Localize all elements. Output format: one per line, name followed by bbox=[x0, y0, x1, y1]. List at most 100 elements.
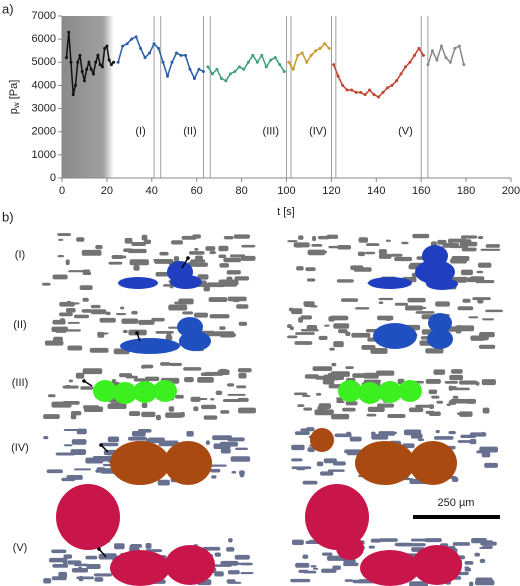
pore bbox=[68, 270, 87, 273]
pore bbox=[308, 539, 316, 544]
data-point bbox=[78, 53, 82, 57]
pore bbox=[304, 374, 319, 379]
y-axis-label: pw [Pa] bbox=[8, 80, 21, 115]
pore bbox=[155, 271, 171, 277]
pore bbox=[390, 253, 403, 257]
fluid-blob bbox=[165, 545, 215, 585]
pore bbox=[113, 543, 125, 550]
pore bbox=[291, 444, 305, 451]
pore bbox=[306, 278, 316, 282]
pore bbox=[461, 247, 477, 252]
data-point bbox=[426, 63, 430, 67]
pore bbox=[371, 433, 389, 440]
pore bbox=[219, 263, 230, 268]
data-point bbox=[386, 86, 390, 90]
pore bbox=[291, 308, 303, 315]
pore bbox=[355, 307, 370, 310]
pore bbox=[336, 398, 344, 404]
pore bbox=[204, 372, 224, 376]
pore bbox=[378, 249, 387, 255]
pore bbox=[52, 274, 68, 280]
image-panels: (I) (II) (III) (IV) (V) 250 µm bbox=[11, 233, 503, 586]
pore bbox=[67, 560, 82, 565]
pore bbox=[95, 245, 103, 250]
data-point bbox=[260, 53, 264, 57]
fluid-blob bbox=[56, 484, 120, 550]
pore bbox=[193, 406, 199, 412]
pore bbox=[105, 311, 111, 316]
pore bbox=[435, 429, 440, 434]
pore bbox=[83, 405, 100, 409]
pore bbox=[237, 368, 252, 373]
pore bbox=[349, 436, 362, 442]
data-point bbox=[345, 88, 349, 92]
data-line bbox=[288, 42, 330, 71]
data-point bbox=[278, 63, 282, 67]
fluid-blob bbox=[378, 381, 402, 403]
pore bbox=[144, 376, 160, 382]
fluid-blob bbox=[305, 484, 369, 550]
pore bbox=[51, 549, 67, 554]
pore bbox=[291, 539, 304, 545]
pore bbox=[155, 330, 174, 334]
pore bbox=[312, 567, 319, 570]
pore bbox=[96, 467, 106, 472]
pore bbox=[168, 406, 175, 412]
data-point bbox=[91, 72, 95, 76]
pore bbox=[444, 381, 459, 384]
pore bbox=[165, 412, 183, 418]
pore bbox=[141, 365, 146, 369]
pore bbox=[480, 541, 497, 546]
fluid-blob bbox=[355, 441, 415, 485]
fluid-blob bbox=[338, 380, 362, 402]
pore bbox=[240, 562, 253, 566]
pore bbox=[334, 433, 352, 438]
pore bbox=[479, 547, 493, 550]
pore bbox=[62, 401, 80, 405]
pore bbox=[209, 250, 216, 255]
pore bbox=[151, 317, 165, 322]
pore bbox=[460, 235, 478, 239]
pore bbox=[68, 379, 74, 383]
pore bbox=[318, 335, 328, 341]
pore bbox=[408, 407, 424, 413]
pore bbox=[387, 413, 406, 418]
data-point bbox=[363, 93, 367, 97]
pore bbox=[401, 241, 409, 245]
fluid-blob bbox=[373, 323, 417, 349]
pore bbox=[466, 398, 477, 404]
data-line bbox=[207, 53, 285, 82]
y-label-main: p bbox=[8, 108, 20, 114]
pore bbox=[448, 431, 456, 435]
data-point bbox=[192, 76, 196, 80]
data-point bbox=[139, 46, 143, 50]
pore bbox=[452, 395, 459, 399]
pore bbox=[174, 394, 184, 399]
pore bbox=[145, 542, 152, 549]
x-tick-label: 0 bbox=[59, 185, 65, 197]
pore bbox=[108, 261, 123, 265]
pore bbox=[474, 552, 481, 557]
pore bbox=[173, 256, 180, 262]
data-point bbox=[350, 88, 354, 92]
pore bbox=[239, 470, 245, 475]
data-point bbox=[453, 46, 457, 50]
pore bbox=[138, 429, 146, 435]
pore bbox=[133, 378, 146, 382]
pore bbox=[459, 380, 478, 385]
pore bbox=[166, 331, 172, 338]
pore bbox=[63, 554, 73, 559]
pore bbox=[157, 479, 170, 486]
data-point bbox=[107, 58, 111, 62]
pore bbox=[124, 237, 133, 244]
fluid-blob bbox=[336, 536, 364, 560]
pore bbox=[141, 411, 156, 418]
pore bbox=[43, 436, 49, 440]
pore bbox=[67, 345, 83, 351]
pore bbox=[168, 304, 188, 311]
pore bbox=[208, 297, 228, 302]
pore bbox=[425, 348, 444, 354]
pore bbox=[385, 431, 397, 435]
data-point bbox=[305, 60, 309, 64]
pore bbox=[192, 234, 201, 239]
